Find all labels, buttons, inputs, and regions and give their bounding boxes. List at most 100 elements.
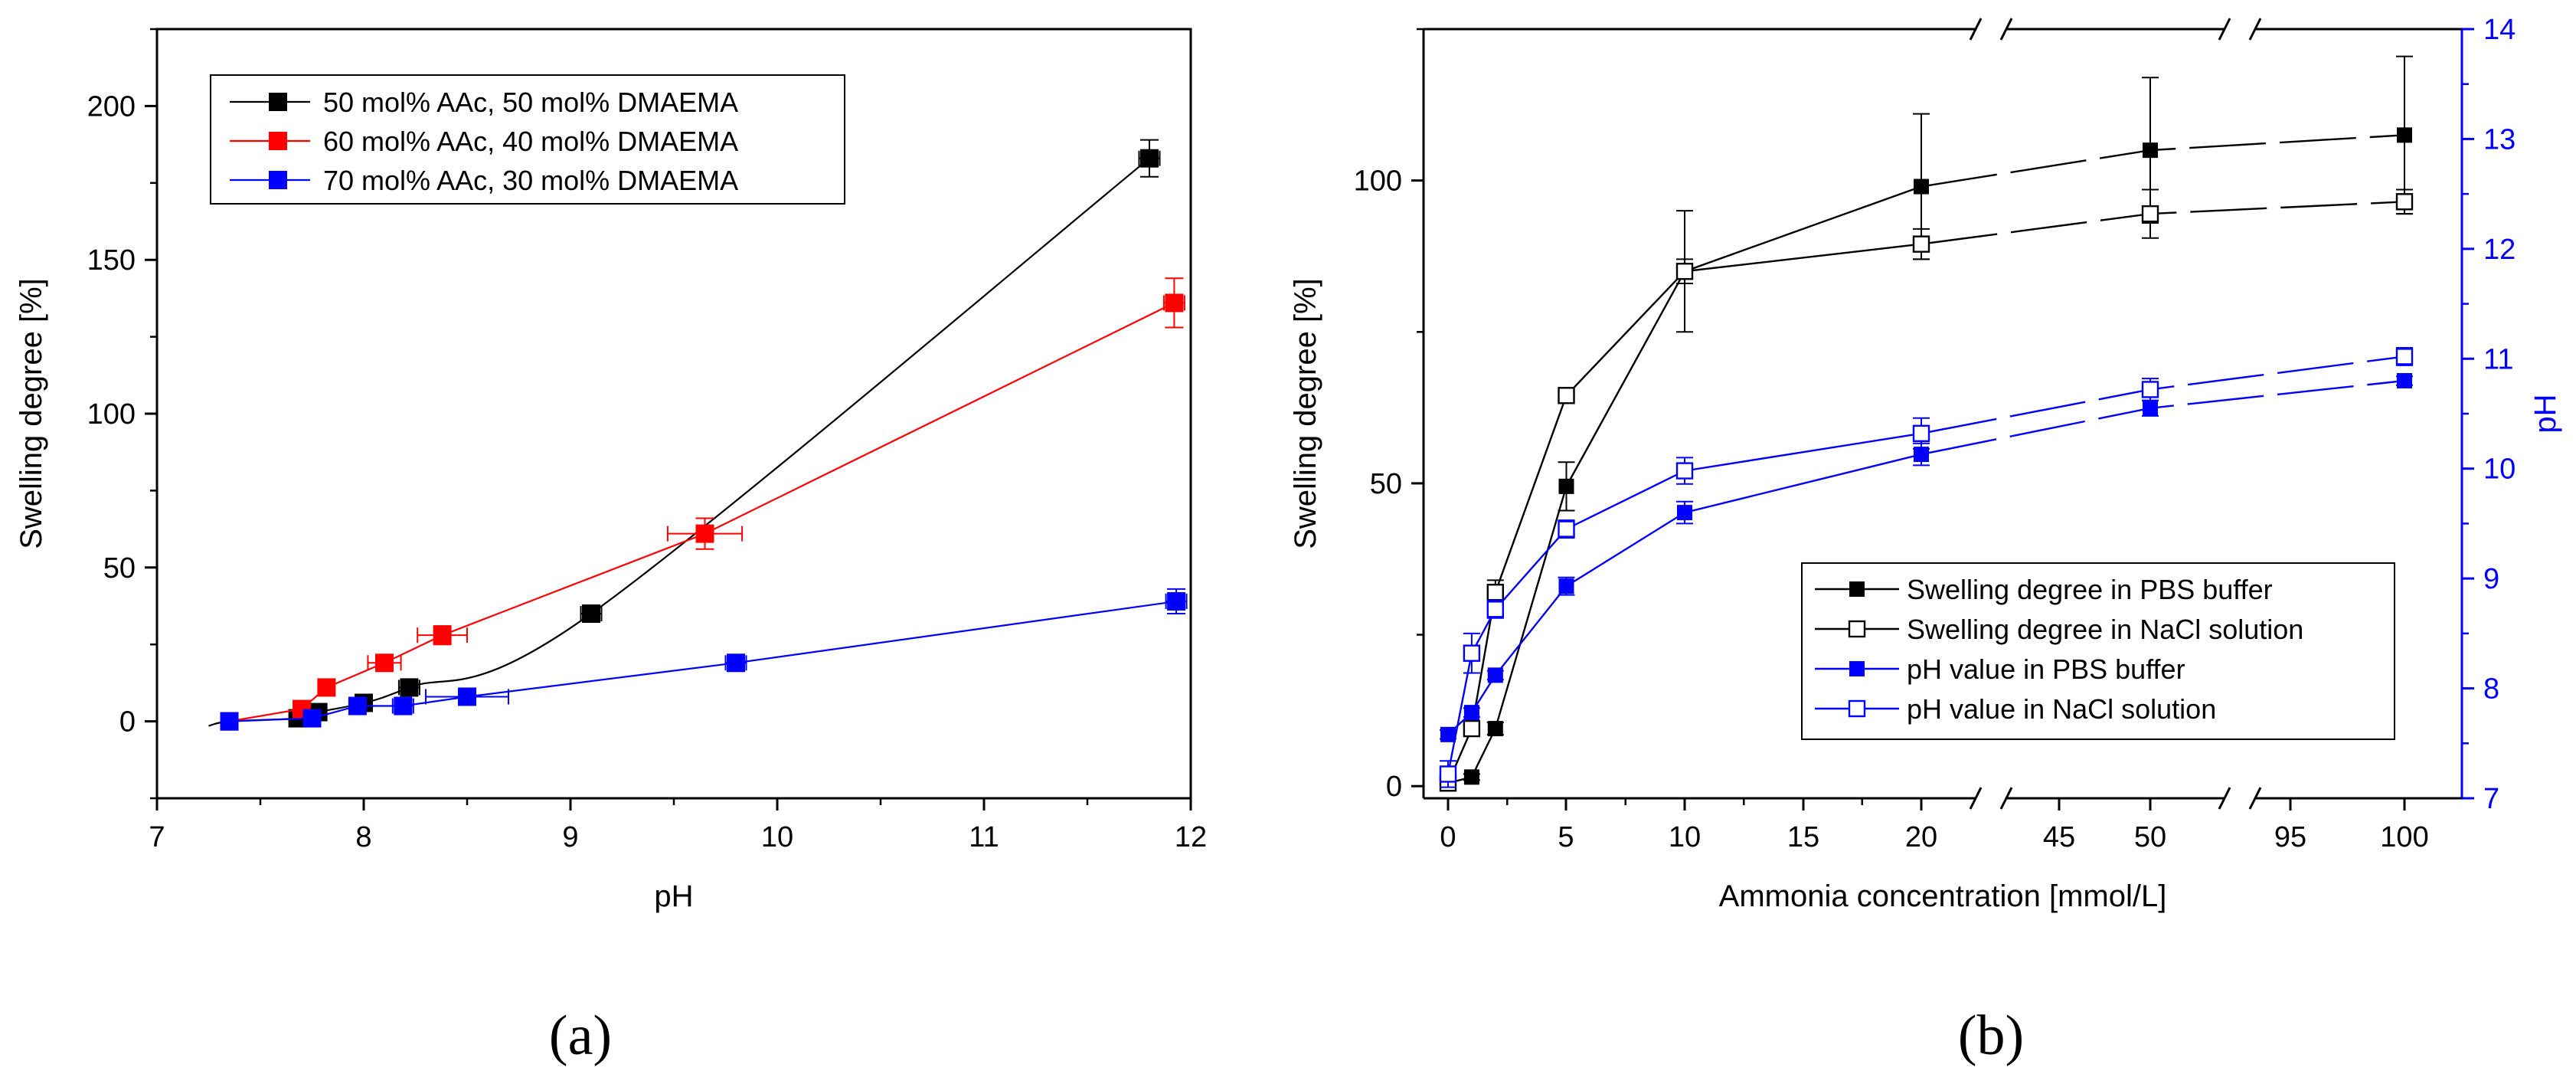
y2-tick-label: 10 bbox=[2483, 454, 2516, 486]
data-point bbox=[1140, 149, 1159, 168]
legend-label: 60 mol% AAc, 40 mol% DMAEMA bbox=[323, 126, 738, 157]
x-axis-title: Ammonia concentration [mmol/L] bbox=[1719, 879, 2167, 913]
series-line-broken bbox=[1921, 201, 2405, 245]
data-point bbox=[433, 626, 452, 645]
legend-marker bbox=[1849, 661, 1865, 676]
x-tick-label: 9 bbox=[562, 821, 578, 853]
series-ph-value-in-pbs-buffer bbox=[1440, 372, 2413, 742]
data-point bbox=[2143, 142, 2158, 159]
y2-tick-label: 11 bbox=[2483, 343, 2513, 375]
y-tick-label: 0 bbox=[119, 706, 136, 738]
y-tick-label: 50 bbox=[1370, 468, 1402, 500]
legend-marker bbox=[1848, 620, 1866, 638]
series-70-mol-aac-30-mol-dmaema bbox=[220, 588, 1188, 731]
y2-tick-label: 13 bbox=[2483, 123, 2516, 156]
data-point bbox=[1440, 726, 1456, 742]
data-point bbox=[1675, 263, 1694, 280]
panel-label: (a) bbox=[549, 1004, 612, 1067]
y2-axis-title: pH bbox=[2529, 394, 2562, 433]
series-line bbox=[1447, 243, 1922, 784]
legend-label: 50 mol% AAc, 50 mol% DMAEMA bbox=[323, 87, 738, 118]
legend: Swelling degree in PBS buffer Swelling de… bbox=[1801, 562, 2395, 740]
y2-tick-label: 8 bbox=[2483, 673, 2499, 706]
series-50-mol-aac-50-mol-dmaema bbox=[208, 139, 1161, 731]
data-point bbox=[1914, 447, 1929, 463]
legend-marker bbox=[1849, 581, 1865, 597]
legend-label: Swelling degree in NaCl solution bbox=[1907, 614, 2303, 645]
x-tick-label: 20 bbox=[1905, 821, 1937, 853]
data-point bbox=[1463, 769, 1479, 785]
data-point bbox=[1558, 387, 1575, 404]
chart-panel-b: 0 5 10 15 20 45 50 95 100 0 50 100 7 8 9 10 11 12 13 14 Ammo… bbox=[1289, 14, 2562, 1067]
axis-break-mark bbox=[2218, 787, 2231, 810]
series-line bbox=[229, 302, 1175, 722]
y-tick-label: 100 bbox=[87, 398, 136, 431]
data-point bbox=[1439, 765, 1457, 783]
y-axis-title: Swelling degree [%] bbox=[15, 278, 48, 549]
y-tick-label: 200 bbox=[87, 90, 136, 123]
y-tick-label: 50 bbox=[103, 552, 136, 585]
data-point bbox=[375, 653, 394, 673]
x-tick-label: 45 bbox=[2043, 821, 2075, 853]
data-point bbox=[1463, 719, 1481, 738]
data-point bbox=[302, 709, 322, 728]
data-point bbox=[582, 604, 600, 624]
x-tick-label: 50 bbox=[2134, 821, 2166, 853]
legend-box bbox=[1801, 562, 2395, 740]
y2-tick-label: 9 bbox=[2483, 563, 2499, 595]
chart-panel-a: 7 8 9 10 11 12 0 50 100 150 200 pH Swelling degree [… bbox=[15, 28, 1207, 1067]
series-line-broken bbox=[1921, 355, 2405, 434]
y2-tick-label: 12 bbox=[2483, 234, 2516, 266]
x-tick-label: 10 bbox=[761, 821, 793, 853]
legend-marker bbox=[269, 132, 287, 150]
x-tick-label: 10 bbox=[1669, 821, 1701, 853]
data-point bbox=[220, 712, 239, 731]
y-axis-title: Swelling degree [%] bbox=[1289, 278, 1322, 549]
axis-break-mark bbox=[1999, 18, 2013, 41]
series-line bbox=[208, 157, 1150, 727]
data-point bbox=[400, 678, 419, 697]
legend: 50 mol% AAc, 50 mol% DMAEMA 60 mol% AAc, … bbox=[210, 74, 845, 205]
x-tick-label: 8 bbox=[355, 821, 371, 853]
data-point bbox=[695, 524, 714, 543]
data-point bbox=[2141, 205, 2159, 223]
legend-box bbox=[210, 74, 845, 205]
data-point bbox=[2143, 400, 2158, 416]
data-point bbox=[2395, 193, 2414, 211]
data-point bbox=[2397, 372, 2412, 388]
data-point bbox=[1914, 178, 1929, 195]
data-point bbox=[1558, 578, 1574, 594]
legend-marker bbox=[1848, 699, 1866, 718]
data-point bbox=[1675, 462, 1694, 480]
axis-break-mark bbox=[1999, 787, 2013, 810]
axis-break-mark bbox=[1969, 18, 1983, 41]
data-point bbox=[1912, 424, 1930, 443]
x-tick-label: 0 bbox=[1440, 821, 1456, 853]
legend-label: Swelling degree in PBS buffer bbox=[1907, 574, 2273, 605]
data-point bbox=[317, 678, 336, 697]
y2-tick-label: 14 bbox=[2483, 14, 2516, 46]
data-point bbox=[1558, 520, 1575, 538]
series-line-broken bbox=[1921, 379, 2405, 456]
x-tick-label: 7 bbox=[149, 821, 165, 853]
data-point bbox=[1912, 235, 1930, 253]
legend-marker bbox=[269, 93, 287, 111]
series-swelling-degree-in-nacl-solution bbox=[1439, 188, 2414, 792]
data-point bbox=[1486, 601, 1505, 618]
data-point bbox=[458, 687, 476, 706]
y-tick-label: 100 bbox=[1354, 165, 1402, 198]
data-point bbox=[394, 696, 413, 716]
x-tick-label: 12 bbox=[1175, 821, 1207, 853]
x-tick-label: 11 bbox=[969, 821, 999, 853]
series-60-mol-aac-40-mol-dmaema bbox=[220, 277, 1185, 731]
y-tick-label: 0 bbox=[1386, 771, 1402, 803]
y2-tick-label: 7 bbox=[2483, 783, 2499, 815]
data-point bbox=[348, 696, 367, 716]
data-point bbox=[2395, 348, 2414, 365]
x-tick-label: 100 bbox=[2380, 821, 2428, 853]
data-point bbox=[1677, 505, 1692, 521]
data-point bbox=[1487, 721, 1503, 737]
axis-break-mark bbox=[2218, 18, 2231, 41]
data-point bbox=[1463, 644, 1481, 662]
